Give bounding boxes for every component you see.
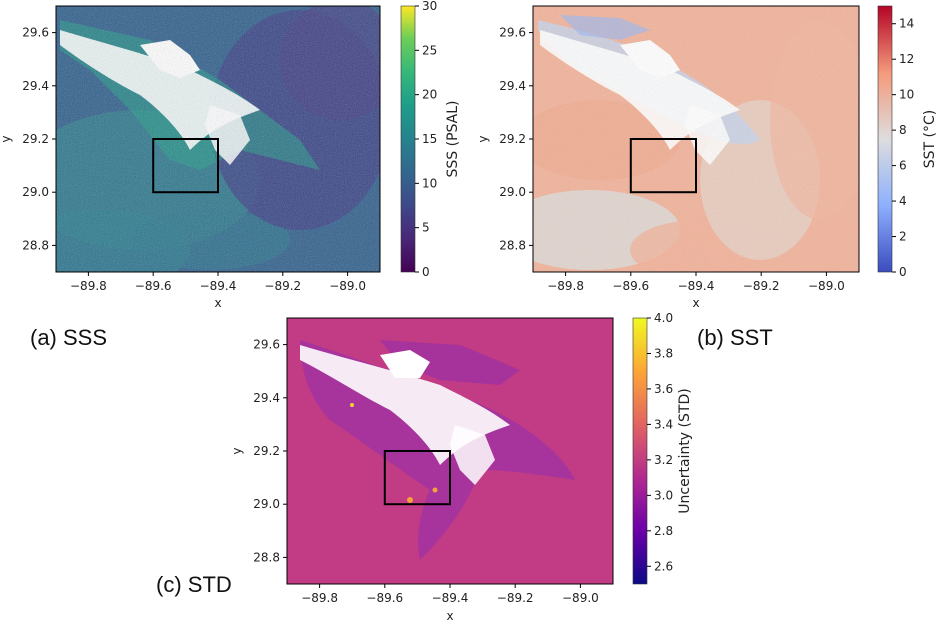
std-xtick-label: −89.8 [301, 591, 338, 605]
sss-colorbar-tick-label: 25 [422, 43, 437, 57]
sss-colorbar-tick-label: 30 [422, 0, 437, 13]
sss-heatmap [56, 6, 380, 272]
sss-xlabel: x [214, 296, 221, 310]
sss-ytick-label: 28.8 [22, 238, 49, 252]
sss-colorbar [400, 5, 416, 273]
sss-colorbar-tick-label: 10 [422, 176, 437, 190]
sst-colorbar-tick-label: 0 [899, 265, 907, 279]
sss-colorbar-tick-label: 15 [422, 132, 437, 146]
sss-xtick-label: −89.4 [200, 279, 237, 293]
sst-heatmap [533, 6, 859, 272]
sss-xtick-label: −89.2 [264, 279, 301, 293]
sst-xtick-label: −89.6 [612, 279, 649, 293]
sst-caption: (b) SST [697, 325, 773, 350]
sst-ytick-label: 29.4 [499, 79, 526, 93]
std-colorbar-tick-label: 3.4 [654, 417, 673, 431]
std-xlabel: x [446, 609, 453, 623]
std-panel: −89.8 −89.6 −89.4 −89.2 −89.0 28.8 29.0 29.2 29.… [230, 311, 693, 623]
std-ytick-label: 28.8 [253, 550, 280, 564]
sss-colorbar-tick-label: 20 [422, 88, 437, 102]
std-colorbar-ticks: 2.6 2.8 3.0 3.2 3.4 3.6 3.8 4.0 [647, 311, 673, 573]
sss-xtick-label: −89.6 [135, 279, 172, 293]
sst-colorbar-tick-label: 12 [899, 52, 914, 66]
sst-panel: −89.8 −89.6 −89.4 −89.2 −89.0 28.8 29.0 29.2 29.… [476, 5, 938, 310]
sss-ytick-label: 29.0 [22, 185, 49, 199]
sst-xtick-label: −89.2 [743, 279, 780, 293]
sst-region-box [629, 138, 697, 194]
sst-colorbar-ticks: 0 2 4 6 8 10 12 14 [892, 17, 914, 279]
sst-ytick-label: 29.2 [499, 132, 526, 146]
std-ytick-label: 29.6 [253, 338, 280, 352]
sss-xtick-label: −89.8 [70, 279, 107, 293]
sst-colorbar [877, 5, 893, 273]
sss-xtick-label: −89.0 [329, 279, 366, 293]
sss-colorbar-tick-label: 0 [422, 265, 430, 279]
sss-ytick-label: 29.2 [22, 132, 49, 146]
std-ylabel: y [230, 447, 244, 454]
std-colorbar-tick-label: 3.0 [654, 488, 673, 502]
sst-xtick-label: −89.0 [808, 279, 845, 293]
std-ytick-label: 29.2 [253, 444, 280, 458]
sss-ylabel: y [0, 135, 13, 142]
sss-ytick-label: 29.6 [22, 26, 49, 40]
std-colorbar-tick-label: 4.0 [654, 311, 673, 325]
std-colorbar-label: Uncertainty (STD) [677, 388, 693, 513]
std-ytick-label: 29.0 [253, 497, 280, 511]
sss-colorbar-ticks: 0 5 10 15 20 25 30 [415, 0, 437, 279]
sss-colorbar-tick-label: 5 [422, 221, 430, 235]
sst-axes: −89.8 −89.6 −89.4 −89.2 −89.0 28.8 29.0 29.2 29.… [499, 26, 845, 293]
std-xtick-label: −89.0 [562, 591, 599, 605]
std-ytick-label: 29.4 [253, 391, 280, 405]
sst-ylabel: y [476, 135, 490, 142]
sst-colorbar-tick-label: 10 [899, 88, 914, 102]
std-colorbar-tick-label: 2.6 [654, 559, 673, 573]
sss-colorbar-label: SSS (PSAL) [445, 101, 461, 178]
sss-caption: (a) SSS [30, 325, 108, 350]
std-caption: (c) STD [156, 572, 232, 597]
sst-xtick-label: −89.8 [547, 279, 584, 293]
sst-xtick-label: −89.4 [678, 279, 715, 293]
sst-colorbar-tick-label: 2 [899, 230, 907, 244]
std-region-box [383, 450, 451, 506]
sst-ytick-label: 28.8 [499, 238, 526, 252]
sst-ytick-label: 29.0 [499, 185, 526, 199]
sss-ytick-label: 29.4 [22, 79, 49, 93]
std-colorbar [632, 317, 648, 585]
sss-axes: −89.8 −89.6 −89.4 −89.2 −89.0 28.8 29.0 29.2 29.… [22, 26, 366, 293]
std-axes: −89.8 −89.6 −89.4 −89.2 −89.0 28.8 29.0 29.2 29.… [253, 338, 599, 605]
sss-panel: −89.8 −89.6 −89.4 −89.2 −89.0 28.8 29.0 29.2 29.… [0, 0, 461, 310]
sst-colorbar-tick-label: 14 [899, 17, 914, 31]
std-colorbar-tick-label: 2.8 [654, 524, 673, 538]
std-colorbar-tick-label: 3.6 [654, 382, 673, 396]
std-xtick-label: −89.6 [366, 591, 403, 605]
sst-colorbar-tick-label: 4 [899, 194, 907, 208]
sst-colorbar-tick-label: 8 [899, 123, 907, 137]
sss-region-box [152, 138, 219, 194]
std-xtick-label: −89.2 [497, 591, 534, 605]
std-xtick-label: −89.4 [432, 591, 469, 605]
std-colorbar-tick-label: 3.2 [654, 453, 673, 467]
sst-ytick-label: 29.6 [499, 26, 526, 40]
std-colorbar-tick-label: 3.8 [654, 346, 673, 360]
sst-xlabel: x [692, 296, 699, 310]
sst-colorbar-tick-label: 6 [899, 159, 907, 173]
sst-colorbar-label: SST (°C) [922, 110, 938, 168]
